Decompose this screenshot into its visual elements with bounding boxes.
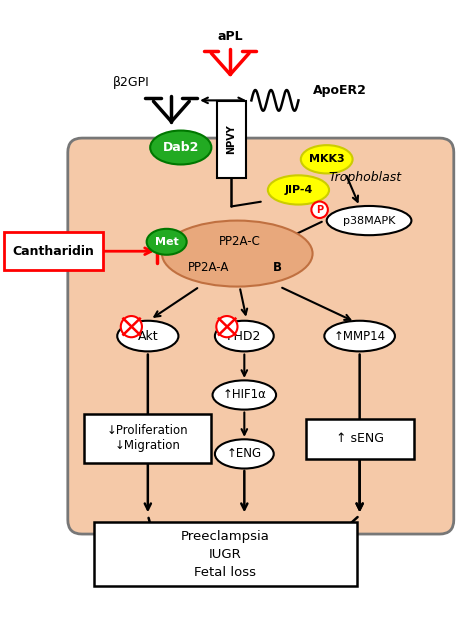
Ellipse shape bbox=[327, 206, 411, 235]
Text: ↑ENG: ↑ENG bbox=[227, 448, 262, 461]
Ellipse shape bbox=[146, 229, 187, 255]
Text: PP2A-C: PP2A-C bbox=[219, 235, 261, 248]
Text: β2GPI: β2GPI bbox=[113, 76, 150, 89]
Ellipse shape bbox=[121, 316, 142, 338]
Text: P: P bbox=[316, 205, 323, 215]
Ellipse shape bbox=[162, 221, 312, 287]
Text: Cantharidin: Cantharidin bbox=[13, 245, 95, 258]
FancyBboxPatch shape bbox=[217, 101, 246, 178]
FancyBboxPatch shape bbox=[4, 232, 103, 270]
Text: aPL: aPL bbox=[218, 30, 243, 43]
Ellipse shape bbox=[268, 176, 329, 204]
Text: Preeclampsia
IUGR
Fetal loss: Preeclampsia IUGR Fetal loss bbox=[181, 530, 270, 579]
Ellipse shape bbox=[212, 381, 276, 409]
Text: ↑ sENG: ↑ sENG bbox=[336, 432, 383, 445]
FancyBboxPatch shape bbox=[94, 522, 357, 586]
Text: ApoER2: ApoER2 bbox=[312, 84, 366, 98]
Ellipse shape bbox=[215, 439, 274, 469]
Ellipse shape bbox=[150, 131, 211, 164]
Ellipse shape bbox=[117, 321, 178, 351]
Text: PP2A-A: PP2A-A bbox=[188, 261, 230, 274]
Ellipse shape bbox=[216, 316, 237, 338]
Text: PHD2: PHD2 bbox=[227, 329, 262, 342]
Text: Met: Met bbox=[155, 237, 179, 247]
FancyBboxPatch shape bbox=[84, 414, 211, 463]
FancyBboxPatch shape bbox=[68, 138, 454, 534]
Text: Trophoblast: Trophoblast bbox=[329, 171, 402, 184]
Text: ↓Proliferation
↓Migration: ↓Proliferation ↓Migration bbox=[107, 424, 189, 452]
Text: p38MAPK: p38MAPK bbox=[343, 216, 395, 226]
Text: Dab2: Dab2 bbox=[163, 141, 199, 154]
Text: ↑HIF1α: ↑HIF1α bbox=[222, 389, 266, 401]
Ellipse shape bbox=[215, 321, 274, 351]
Text: Akt: Akt bbox=[137, 329, 158, 342]
Text: MKK3: MKK3 bbox=[309, 154, 345, 164]
Text: ↑MMP14: ↑MMP14 bbox=[334, 329, 386, 342]
FancyBboxPatch shape bbox=[306, 419, 414, 459]
Ellipse shape bbox=[311, 201, 328, 218]
Text: B: B bbox=[273, 261, 282, 274]
Text: NPVY: NPVY bbox=[227, 124, 237, 154]
Ellipse shape bbox=[324, 321, 395, 351]
Text: JIP-4: JIP-4 bbox=[284, 185, 313, 195]
Ellipse shape bbox=[301, 145, 353, 174]
